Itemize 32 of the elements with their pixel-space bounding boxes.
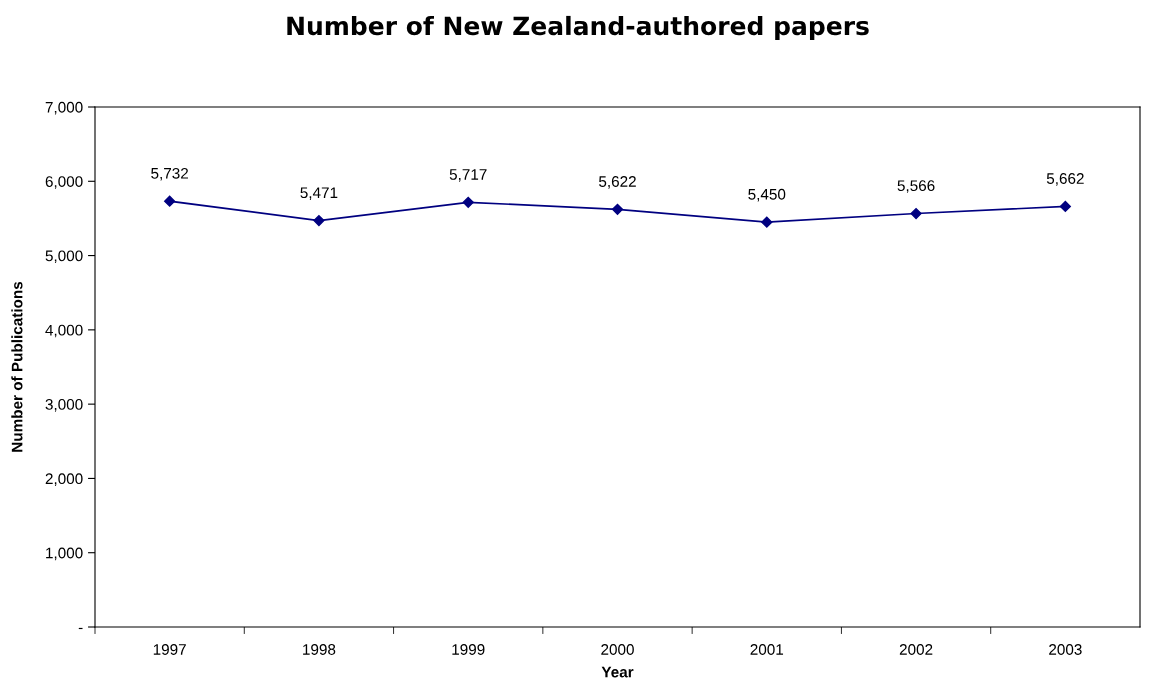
point [313, 214, 325, 227]
x-tick-label: 2003 [1049, 644, 1082, 655]
y-tick-label: 3,000 [45, 399, 83, 412]
point [761, 216, 773, 228]
data-label: 5,732 [151, 167, 188, 181]
x-tick-label: 2000 [601, 644, 634, 655]
point [910, 207, 922, 220]
chart-title: Number of New Zealand-authored papers [287, 15, 869, 41]
x-tick-label: 2001 [750, 644, 784, 655]
x-tick-label: 1998 [303, 644, 336, 655]
data-label: 5,717 [449, 169, 487, 182]
point [1059, 200, 1071, 212]
y-tick-label: 4,000 [45, 324, 83, 338]
y-tick-label: 1,000 [46, 547, 83, 561]
y-tick-label: 6,000 [45, 176, 83, 189]
x-tick-label: 1997 [153, 644, 186, 655]
data-label: 5,622 [599, 176, 636, 189]
y-tick-label: 5,000 [45, 250, 83, 264]
x-tick-label: 2002 [899, 644, 933, 655]
point [611, 203, 624, 215]
y-tick-label: - [78, 627, 83, 630]
point [462, 196, 474, 208]
point [164, 195, 176, 207]
x-tick-label: 1999 [452, 644, 485, 655]
x-axis-title: Year [601, 666, 634, 678]
y-tick-label: 2,000 [45, 473, 83, 486]
data-label: 5,450 [748, 188, 786, 202]
y-axis-title: Number of Publications [11, 281, 23, 452]
data-label: 5,566 [897, 180, 935, 193]
data-label: 5,662 [1046, 173, 1084, 186]
data-label: 5,471 [300, 187, 338, 200]
y-tick-label: 7,000 [45, 101, 83, 115]
